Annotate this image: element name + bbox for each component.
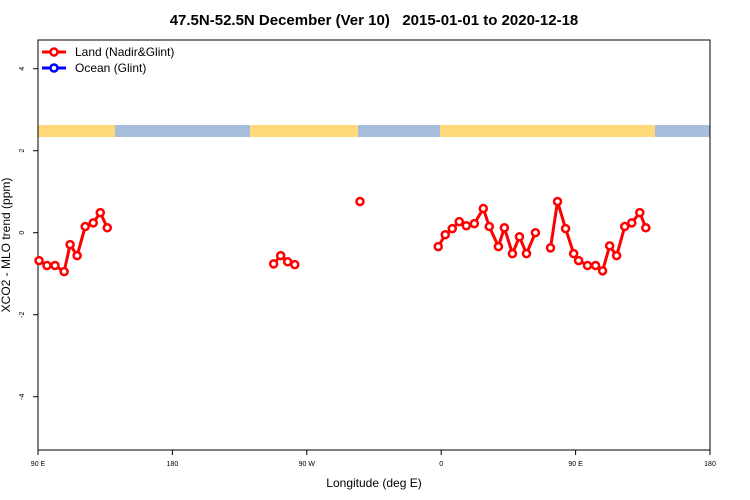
data-point <box>597 266 608 276</box>
data-point <box>590 260 601 271</box>
data-point <box>433 241 443 252</box>
data-point <box>478 203 489 214</box>
legend-label: Ocean (Glint) <box>75 61 146 75</box>
x-tick-label: 180 <box>704 461 716 468</box>
data-point <box>34 255 44 266</box>
data-point <box>440 230 450 240</box>
x-tick-label: 90 W <box>299 461 316 468</box>
legend-marker <box>49 63 59 73</box>
data-point <box>88 218 99 228</box>
data-point <box>619 221 630 232</box>
data-point <box>507 248 518 259</box>
data-point <box>59 266 69 277</box>
ocean-band <box>115 125 250 137</box>
data-point <box>102 223 113 233</box>
data-point <box>582 260 593 271</box>
x-tick-label: 0 <box>439 461 443 468</box>
data-point <box>65 239 75 250</box>
chart-title: 47.5N-52.5N December (Ver 10) 2015-01-01… <box>170 12 579 29</box>
series-line <box>38 200 648 274</box>
data-point <box>530 227 541 238</box>
data-point <box>573 255 584 266</box>
data-point <box>80 221 90 232</box>
data-point <box>290 259 300 270</box>
legend-label: Land (Nadir&Glint) <box>75 45 174 59</box>
data-point <box>521 248 532 259</box>
data-point <box>72 250 82 261</box>
data-point <box>626 218 637 228</box>
land-ocean-strip <box>38 125 710 137</box>
x-axis-label: Longitude (deg E) <box>326 476 421 490</box>
y-tick-label: 0 <box>19 231 26 235</box>
data-point <box>568 248 579 259</box>
data-point <box>514 232 525 242</box>
data-point <box>50 260 60 271</box>
data-point <box>635 207 645 218</box>
data-point <box>560 223 571 234</box>
data-point <box>447 223 458 234</box>
land-band <box>440 125 655 137</box>
data-point <box>355 196 365 207</box>
data-point <box>484 221 495 232</box>
data-point <box>604 241 615 251</box>
data-point <box>499 223 510 233</box>
data-point <box>42 260 52 271</box>
y-tick-label: 4 <box>19 67 26 71</box>
data-point <box>552 196 563 207</box>
data-point <box>268 259 279 269</box>
y-tick-label: -2 <box>19 311 26 317</box>
data-point <box>493 241 504 252</box>
data-point <box>469 218 480 229</box>
data-point <box>454 216 465 227</box>
data-point <box>545 243 556 253</box>
ocean-band <box>655 125 710 137</box>
land-band <box>250 125 358 137</box>
data-point <box>641 223 651 233</box>
ocean-band <box>358 125 440 137</box>
y-axis-label: XCO2 - MLO trend (ppm) <box>0 178 13 313</box>
x-tick-label: 90 E <box>568 461 583 468</box>
data-point <box>95 207 106 218</box>
data-point <box>461 220 472 231</box>
y-tick-label: -4 <box>19 393 26 399</box>
x-tick-label: 180 <box>167 461 179 468</box>
x-tick-label: 90 E <box>31 461 46 468</box>
data-point <box>275 250 286 261</box>
plot-frame <box>37 39 711 451</box>
y-tick-label: 2 <box>19 149 26 153</box>
data-point <box>611 250 622 261</box>
legend-marker <box>49 47 59 57</box>
land-band <box>38 125 115 137</box>
